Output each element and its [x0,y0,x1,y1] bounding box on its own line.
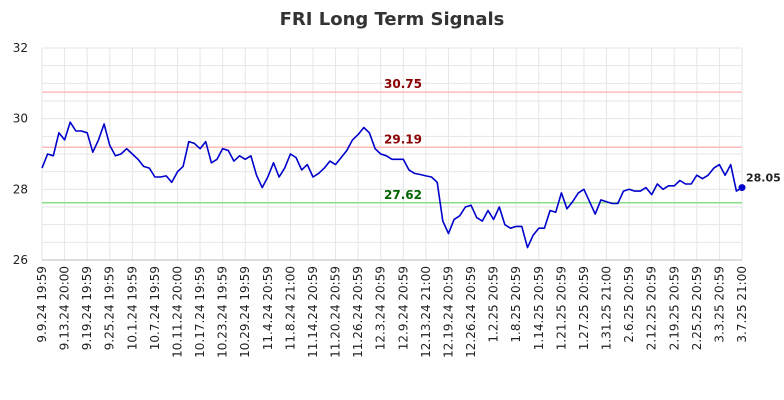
x-tick-label: 11.26.24 20:59 [351,266,365,358]
reference-line-label: 30.75 [384,77,422,91]
y-tick-label: 26 [13,253,28,267]
x-tick-label: 10.23.24 19:59 [216,266,230,358]
x-tick-label: 12.19.24 20:59 [441,266,455,358]
y-tick-label: 32 [13,41,28,55]
series: 28.05 [41,121,781,249]
x-tick-label: 2.6.25 20:59 [622,266,636,343]
x-axis-ticks: 9.9.24 19:59 9.13.24 20:00 9.19.24 19:59 9.… [35,266,749,358]
x-tick-label: 10.1.24 19:59 [125,266,139,350]
x-tick-label: 1.2.25 20:59 [487,266,501,343]
x-tick-label: 3.3.25 20:59 [712,266,726,343]
x-tick-label: 11.4.24 20:59 [261,266,275,350]
x-tick-label: 9.9.24 19:59 [35,266,49,343]
reference-line-label: 29.19 [384,132,422,146]
y-axis-ticks: 26 28 30 32 [13,41,28,267]
x-tick-label: 10.7.24 19:59 [148,266,162,350]
x-tick-label: 3.7.25 21:00 [735,266,749,343]
x-tick-label: 1.21.25 20:59 [554,266,568,350]
x-tick-label: 9.25.24 19:59 [103,266,117,350]
y-tick-label: 30 [13,112,28,126]
chart-title: FRI Long Term Signals [280,9,505,30]
x-tick-label: 10.11.24 20:00 [170,266,184,358]
x-tick-label: 11.8.24 21:00 [283,266,297,350]
x-tick-label: 2.12.25 20:59 [645,266,659,350]
x-tick-label: 9.13.24 20:00 [58,266,72,350]
x-tick-label: 1.27.25 20:59 [577,266,591,350]
last-point-marker [738,184,746,192]
series-line [41,121,743,249]
x-tick-label: 12.26.24 20:59 [464,266,478,358]
last-value-label: 28.05 [746,172,781,185]
x-tick-label: 10.17.24 19:59 [193,266,207,358]
x-tick-label: 1.31.25 21:00 [600,266,614,350]
x-tick-label: 11.20.24 20:59 [329,266,343,358]
y-tick-label: 28 [13,182,28,196]
reference-lines: 30.75 29.19 27.62 [42,77,742,204]
x-tick-label: 1.14.25 20:59 [532,266,546,350]
x-tick-label: 11.14.24 20:59 [306,266,320,358]
x-tick-label: 12.9.24 20:59 [396,266,410,350]
x-tick-label: 2.19.25 20:59 [667,266,681,350]
x-tick-label: 9.19.24 19:59 [80,266,94,350]
x-tick-label: 10.29.24 19:59 [238,266,252,358]
x-tick-label: 1.8.25 20:59 [509,266,523,343]
x-tick-label: 12.13.24 21:00 [419,266,433,358]
x-tick-label: 12.3.24 20:59 [374,266,388,350]
reference-line-label: 27.62 [384,188,422,202]
x-tick-label: 2.25.25 20:59 [690,266,704,350]
